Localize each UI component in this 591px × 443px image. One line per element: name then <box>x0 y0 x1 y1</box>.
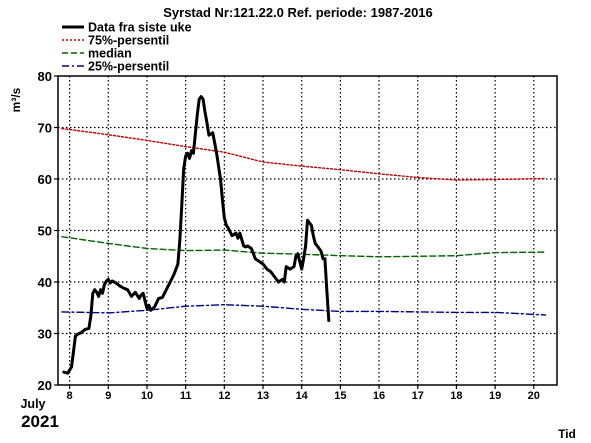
x-tick-label: 16 <box>373 390 385 402</box>
x-year-label: 2021 <box>21 412 59 431</box>
x-axis-label: Tid <box>558 427 576 441</box>
y-tick-label: 60 <box>38 172 52 187</box>
legend-label: median <box>88 47 132 61</box>
x-tick-label: 19 <box>489 390 501 402</box>
y-tick-label: 20 <box>38 378 52 393</box>
x-tick-label: 13 <box>257 390 269 402</box>
legend-label: Data fra siste uke <box>88 21 192 35</box>
chart-title: Syrstad Nr:121.22.0 Ref. periode: 1987-2… <box>163 5 433 20</box>
x-tick-label: 10 <box>141 390 153 402</box>
y-tick-label: 80 <box>38 69 52 84</box>
y-tick-label: 30 <box>38 327 52 342</box>
x-tick-label: 14 <box>296 390 309 402</box>
y-tick-label: 50 <box>38 224 52 239</box>
x-month-label: July <box>20 397 45 411</box>
y-tick-label: 70 <box>38 121 52 136</box>
legend: Data fra siste uke75%-persentilmedian25%… <box>62 21 192 74</box>
legend-label: 25%-persentil <box>88 60 169 74</box>
y-tick-label: 40 <box>38 275 52 290</box>
y-axis-ticks: 20 30 40 50 60 70 80 <box>38 69 58 393</box>
series-line-3 <box>61 304 547 316</box>
x-tick-label: 17 <box>412 390 424 402</box>
x-tick-label: 12 <box>218 390 230 402</box>
series-line-1 <box>61 127 547 181</box>
x-tick-label: 20 <box>528 390 540 402</box>
series-line-0 <box>62 95 331 375</box>
x-tick-label: 11 <box>180 390 192 402</box>
legend-label: 75%-persentil <box>88 34 169 48</box>
x-tick-label: 9 <box>105 390 111 402</box>
x-tick-label: 15 <box>334 390 346 402</box>
x-tick-label: 8 <box>67 390 73 402</box>
y-axis-label: m³/s <box>9 87 23 112</box>
x-axis-ticks: 8 9 10 11 12 13 14 15 16 17 18 19 20 <box>67 385 540 402</box>
x-tick-label: 18 <box>450 390 462 402</box>
series-lines <box>61 95 547 375</box>
series-line-2 <box>61 236 547 258</box>
